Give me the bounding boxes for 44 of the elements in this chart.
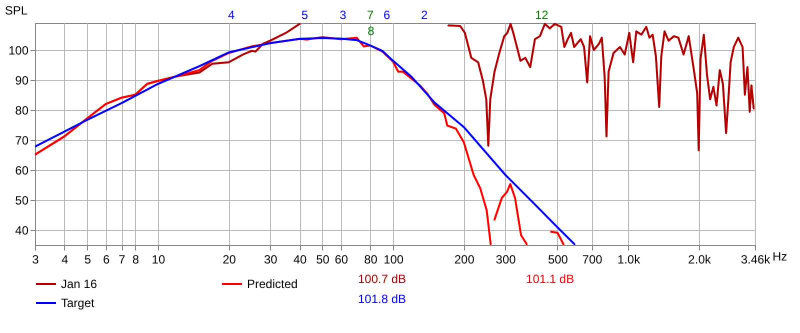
x-tick-label: 500 [548, 252, 568, 266]
x-tick-label: 700 [582, 252, 603, 266]
x-tick-label: 10 [152, 252, 166, 266]
legend-label: Jan 16 [61, 277, 98, 291]
text: 3 [340, 8, 346, 22]
y-axis-title: SPL [4, 4, 28, 18]
x-tick-label: 3 [32, 252, 40, 266]
y-tick-label: 50 [15, 194, 29, 208]
y-tick-label: 100 [8, 44, 29, 58]
text: 12 [534, 8, 548, 22]
x-tick-label: 100 [384, 252, 404, 266]
text: 6 [384, 8, 390, 22]
text: 4 [228, 8, 235, 22]
y-tick-label: 70 [15, 134, 29, 148]
x-tick-label: 4 [62, 252, 69, 266]
x-tick-label: 50 [316, 252, 330, 266]
x-tick-label: 6 [102, 252, 110, 266]
text: 5 [301, 8, 308, 22]
text: 101.1 dB [526, 272, 574, 286]
legend-label: Predicted [247, 277, 298, 291]
text: 101.8 dB [358, 292, 406, 306]
legend-label: Target [61, 296, 96, 310]
x-tick-label: 30 [264, 252, 278, 266]
x-tick-label: 8 [132, 252, 140, 266]
x-tick-label: 2.0k [688, 252, 712, 266]
annotation: 8 [368, 24, 374, 38]
x-tick-label: 5 [84, 252, 92, 266]
x-tick-label: 200 [454, 252, 475, 266]
x-tick-label: 60 [334, 252, 348, 266]
y-tick-label: 90 [15, 74, 29, 88]
y-tick-label: 40 [15, 224, 29, 238]
text: 100.7 dB [358, 272, 406, 286]
x-tick-label: 40 [293, 252, 308, 266]
x-tick-label: 80 [364, 252, 378, 266]
x-tick-label: 7 [118, 252, 126, 266]
x-tick-label: 1.0k [617, 252, 642, 266]
text: 7 [366, 8, 374, 22]
x-tick-label: 20 [222, 252, 236, 266]
x-tick-label: 3.46k [740, 252, 772, 266]
x-axis-title: Hz [772, 250, 788, 264]
y-tick-label: 80 [15, 104, 29, 118]
x-tick-label: 300 [496, 252, 516, 266]
y-tick-label: 60 [15, 164, 29, 178]
text: 2 [420, 8, 428, 22]
